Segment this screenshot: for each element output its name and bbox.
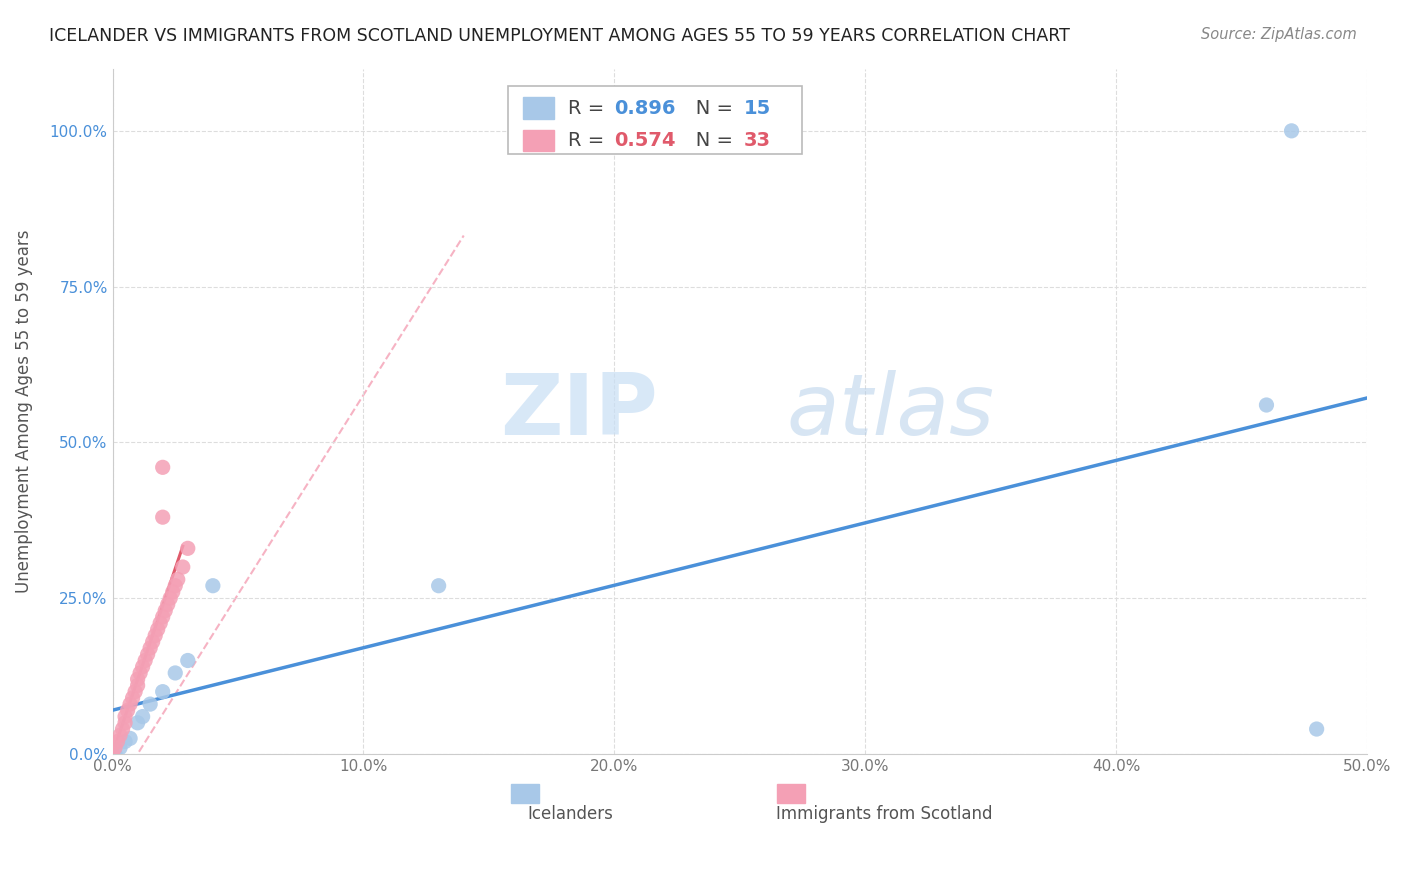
Text: ICELANDER VS IMMIGRANTS FROM SCOTLAND UNEMPLOYMENT AMONG AGES 55 TO 59 YEARS COR: ICELANDER VS IMMIGRANTS FROM SCOTLAND UN…	[49, 27, 1070, 45]
Point	[120, 697, 142, 711]
Text: atlas: atlas	[786, 370, 994, 453]
FancyBboxPatch shape	[508, 86, 803, 154]
Point	[107, 734, 129, 748]
Point	[111, 722, 134, 736]
Point	[177, 541, 200, 556]
Point	[159, 591, 181, 606]
Point	[108, 728, 131, 742]
Point	[127, 678, 149, 692]
Text: N =: N =	[676, 131, 740, 150]
Bar	[523, 129, 554, 152]
Point	[114, 709, 136, 723]
Text: 0.896: 0.896	[614, 99, 676, 118]
Point	[1281, 124, 1303, 138]
Point	[162, 585, 184, 599]
Point	[117, 703, 139, 717]
Point	[156, 598, 179, 612]
Text: ZIP: ZIP	[501, 370, 658, 453]
Point	[131, 709, 153, 723]
Point	[146, 623, 169, 637]
Point	[143, 629, 166, 643]
Text: Immigrants from Scotland: Immigrants from Scotland	[776, 805, 993, 823]
Bar	[512, 784, 538, 804]
Point	[152, 510, 174, 524]
Y-axis label: Unemployment Among Ages 55 to 59 years: Unemployment Among Ages 55 to 59 years	[15, 229, 32, 593]
Point	[120, 731, 142, 746]
Point	[127, 672, 149, 686]
Point	[129, 665, 152, 680]
Bar	[523, 97, 554, 120]
Text: R =: R =	[568, 131, 610, 150]
Text: Icelanders: Icelanders	[527, 805, 613, 823]
Point	[1256, 398, 1278, 412]
Point	[172, 560, 194, 574]
Point	[201, 579, 224, 593]
Point	[134, 653, 156, 667]
Point	[152, 610, 174, 624]
Point	[1305, 722, 1327, 736]
Point	[104, 740, 127, 755]
Point	[136, 647, 159, 661]
Point	[101, 747, 124, 761]
Text: Source: ZipAtlas.com: Source: ZipAtlas.com	[1201, 27, 1357, 42]
Point	[155, 604, 177, 618]
Point	[127, 715, 149, 730]
Bar	[778, 784, 804, 804]
Point	[114, 734, 136, 748]
Point	[139, 640, 162, 655]
Text: N =: N =	[676, 99, 740, 118]
Point	[166, 573, 188, 587]
Text: 15: 15	[744, 99, 770, 118]
Point	[427, 579, 450, 593]
Point	[114, 715, 136, 730]
Point	[124, 684, 146, 698]
Point	[131, 659, 153, 673]
Point	[104, 747, 127, 761]
Point	[149, 616, 172, 631]
Point	[121, 690, 143, 705]
Text: 0.574: 0.574	[614, 131, 676, 150]
Point	[139, 697, 162, 711]
Point	[165, 665, 187, 680]
Point	[108, 740, 131, 755]
Text: 33: 33	[744, 131, 770, 150]
Point	[165, 579, 187, 593]
Point	[142, 635, 165, 649]
Point	[177, 653, 200, 667]
Text: R =: R =	[568, 99, 610, 118]
Point	[152, 684, 174, 698]
Point	[152, 460, 174, 475]
